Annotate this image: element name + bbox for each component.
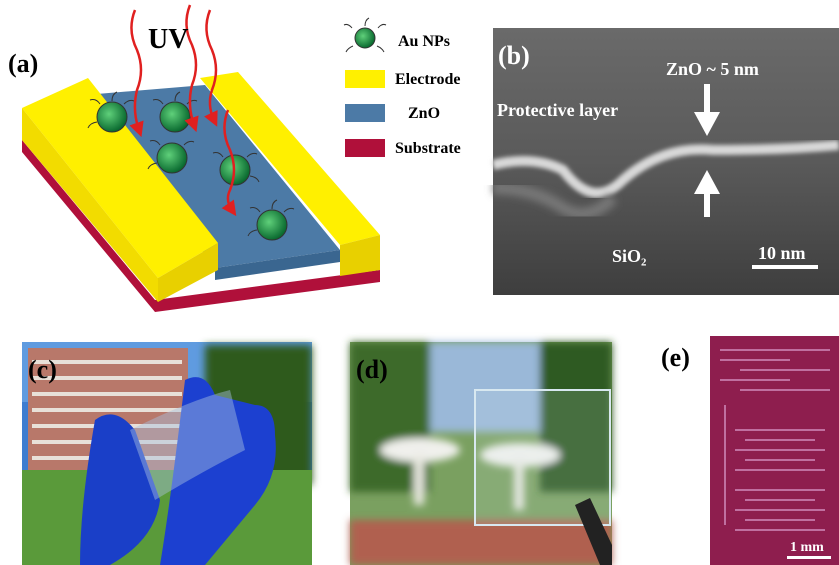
- oxide-label: SiO₂: [612, 246, 646, 266]
- shape: [32, 360, 182, 364]
- shape: [212, 152, 260, 183]
- layer-label: Protective layer: [497, 100, 618, 120]
- left-electrode-side: [22, 108, 158, 302]
- shape: [147, 140, 195, 170]
- shape: [345, 139, 385, 157]
- legend-label: Substrate: [395, 140, 461, 157]
- shape: [204, 9, 218, 127]
- legend-label: Au NPs: [398, 33, 450, 50]
- panel-d: (d): [350, 342, 612, 565]
- panel-c: (c): [22, 342, 312, 565]
- flexible-film: [130, 390, 245, 500]
- shape: [159, 101, 191, 133]
- shape: [160, 377, 276, 565]
- panel-a: (a) UV Au NPs Electrode ZnO Substrate: [8, 4, 461, 312]
- right-electrode: [200, 72, 380, 245]
- shape: [96, 101, 128, 133]
- shape: [32, 392, 182, 396]
- uv-arrows: [129, 4, 237, 217]
- electrode-pattern: [720, 349, 830, 531]
- shape: [492, 182, 618, 220]
- panel-label: (a): [8, 49, 38, 78]
- shape: [345, 104, 385, 122]
- arrows: [694, 84, 720, 217]
- panel-b: (b) ZnO ~ 5 nm Protective layer SiO₂ 10 …: [491, 28, 839, 295]
- zno-band: [491, 140, 839, 198]
- panel-label: (c): [28, 355, 57, 384]
- legend-label: Electrode: [395, 71, 460, 88]
- shape: [752, 265, 818, 269]
- shape: [354, 27, 376, 49]
- zno-side: [215, 250, 340, 280]
- shape: [514, 460, 524, 510]
- thickness-label: ZnO ~ 5 nm: [666, 59, 759, 79]
- nanoparticles: [87, 91, 295, 241]
- shape: [221, 109, 237, 217]
- right-electrode-end: [340, 235, 380, 276]
- shape: [414, 455, 424, 505]
- shape: [540, 342, 612, 492]
- left-electrode-end: [158, 243, 218, 302]
- shape: [724, 405, 825, 525]
- shape: [129, 9, 144, 138]
- shape: [256, 209, 288, 241]
- shape: [184, 4, 199, 133]
- shape: [694, 170, 720, 194]
- shape: [704, 192, 710, 217]
- shape: [152, 91, 198, 105]
- legend: Au NPs Electrode ZnO Substrate: [343, 17, 461, 157]
- tweezers: [575, 498, 612, 565]
- panel-label: (b): [498, 41, 530, 70]
- shape: [720, 349, 830, 391]
- shape: [787, 556, 831, 559]
- glove: [80, 414, 160, 565]
- left-electrode: [22, 78, 218, 278]
- shape: [350, 520, 612, 565]
- legend-label: ZnO: [408, 105, 440, 122]
- shape: [87, 91, 135, 129]
- shape: [480, 443, 560, 467]
- uv-label: UV: [148, 24, 188, 55]
- shape: [345, 70, 385, 88]
- shape: [350, 342, 612, 565]
- panel-label: (d): [356, 355, 388, 384]
- panel-e: (e) 1 mm: [661, 336, 839, 565]
- shape: [32, 376, 182, 380]
- shape: [156, 142, 188, 174]
- shape: [247, 199, 295, 237]
- scale-label: 10 nm: [758, 243, 806, 263]
- shape: [32, 408, 182, 412]
- panel-label: (e): [661, 343, 690, 372]
- shape: [704, 84, 710, 114]
- shape: [735, 489, 825, 531]
- shape: [380, 438, 460, 462]
- shape: [343, 17, 387, 53]
- scale-label: 1 mm: [790, 540, 824, 555]
- shape: [694, 112, 720, 136]
